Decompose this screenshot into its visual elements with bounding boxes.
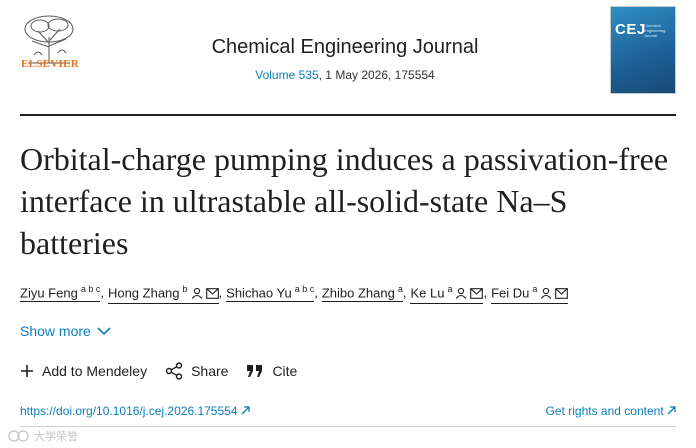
cite-button[interactable]: Cite xyxy=(246,362,297,380)
person-icon xyxy=(455,287,467,302)
add-to-mendeley-button[interactable]: Add to Mendeley xyxy=(20,362,147,380)
author-separator: , xyxy=(483,285,488,301)
journal-cover-image[interactable]: CEJ Chemical Engineering Journal xyxy=(610,6,676,94)
footer-divider xyxy=(20,426,676,427)
plus-icon xyxy=(21,365,33,377)
author-list: Ziyu Feng a b c, Hong Zhang b, Shichao Yu a b… xyxy=(20,284,690,305)
author-link[interactable]: Fei Du a xyxy=(491,284,569,305)
person-icon xyxy=(540,287,552,302)
cover-abbrev: CEJ xyxy=(615,21,646,38)
author-name: Zhibo Zhang xyxy=(321,285,395,301)
author-separator: , xyxy=(100,285,104,301)
watermark-logo-icon xyxy=(8,430,29,442)
article-header: ELSEVIER Chemical Engineering Journal Vo… xyxy=(0,0,696,104)
author-name: Fei Du xyxy=(491,285,530,301)
email-icon xyxy=(205,287,219,302)
author-link[interactable]: Shichao Yu a b c xyxy=(226,284,315,303)
author-name: Ke Lu xyxy=(410,285,445,301)
author-affiliation: a b c xyxy=(294,284,315,294)
author-separator: , xyxy=(314,285,318,301)
watermark: 大学荣誉 xyxy=(8,428,78,444)
cover-subtitle: Chemical Engineering Journal xyxy=(644,23,666,38)
author-name: Hong Zhang xyxy=(107,285,180,301)
journal-title-link[interactable]: Chemical Engineering Journal xyxy=(211,36,479,58)
cite-label: Cite xyxy=(272,363,298,379)
show-more-button[interactable]: Show more xyxy=(20,323,111,339)
author-link[interactable]: Ziyu Feng a b c xyxy=(20,284,101,303)
watermark-text: 大学荣誉 xyxy=(34,431,78,443)
author-name: Shichao Yu xyxy=(226,285,292,301)
author-separator: , xyxy=(218,285,223,301)
elsevier-tree-logo[interactable] xyxy=(20,6,78,72)
mendeley-label: Add to Mendeley xyxy=(42,363,148,379)
author-name: Ziyu Feng xyxy=(20,285,78,301)
author-link[interactable]: Ke Lu a xyxy=(410,284,484,305)
show-more-label: Show more xyxy=(20,323,91,339)
share-icon xyxy=(165,362,183,380)
share-button[interactable]: Share xyxy=(165,362,228,380)
author-affiliation: b xyxy=(182,284,188,294)
external-link-icon xyxy=(667,406,676,415)
quote-icon xyxy=(247,365,263,377)
volume-link[interactable]: Volume 535 xyxy=(255,68,319,82)
author-affiliation: a xyxy=(532,284,538,294)
chevron-down-icon xyxy=(97,327,111,336)
external-link-icon xyxy=(241,406,250,415)
journal-issue-info: Volume 535, 1 May 2026, 175554 xyxy=(100,68,590,82)
author-affiliation: a b c xyxy=(80,284,101,294)
author-link[interactable]: Hong Zhang b xyxy=(107,284,219,305)
issue-date-text: , 1 May 2026, 175554 xyxy=(318,68,435,82)
article-toolbar: Add to Mendeley Share Cite xyxy=(20,362,297,380)
get-rights-link[interactable]: Get rights and content xyxy=(546,404,676,418)
doi-link[interactable]: https://doi.org/10.1016/j.cej.2026.17555… xyxy=(20,404,250,418)
share-label: Share xyxy=(191,363,229,379)
author-separator: , xyxy=(402,285,407,301)
person-icon xyxy=(191,287,203,302)
author-affiliation: a xyxy=(447,284,453,294)
author-affiliation: a xyxy=(397,284,403,294)
article-title: Orbital-charge pumping induces a passiva… xyxy=(20,141,669,261)
author-link[interactable]: Zhibo Zhang a xyxy=(321,284,403,303)
header-divider xyxy=(20,114,676,116)
doi-link-text: https://doi.org/10.1016/j.cej.2026.17555… xyxy=(20,404,238,418)
email-icon xyxy=(470,287,484,302)
email-icon xyxy=(555,287,569,302)
publisher-wordmark: ELSEVIER xyxy=(20,58,80,70)
rights-link-text: Get rights and content xyxy=(545,404,664,418)
